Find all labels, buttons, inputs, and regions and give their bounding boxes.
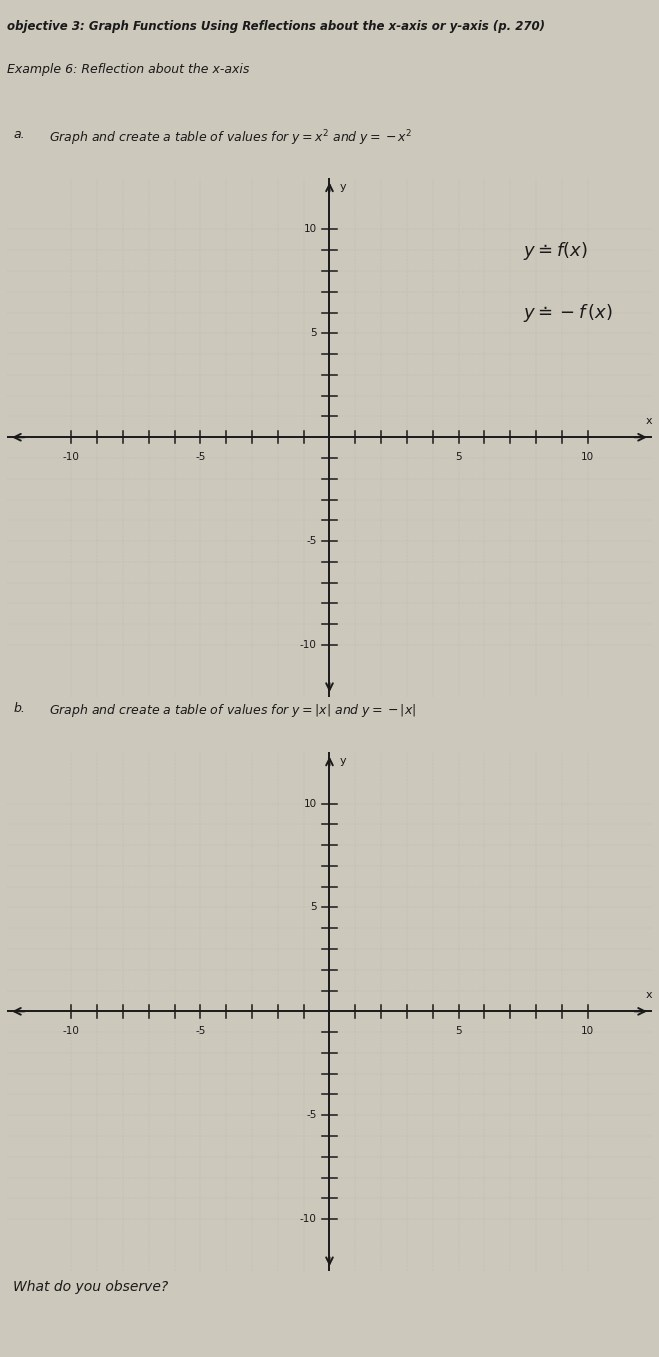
Text: -10: -10 [63, 1026, 80, 1035]
Text: x: x [645, 415, 652, 426]
Text: $y \doteq f(x)$: $y \doteq f(x)$ [523, 240, 588, 262]
Text: Graph and create a table of values for $y = x^2$ and $y = -x^2$: Graph and create a table of values for $… [49, 129, 412, 148]
Text: 5: 5 [455, 452, 462, 461]
Text: $y \doteq -f\,(x)$: $y \doteq -f\,(x)$ [523, 303, 613, 324]
Text: 10: 10 [581, 452, 594, 461]
Text: a.: a. [13, 129, 24, 141]
Text: y: y [340, 182, 347, 191]
Text: 5: 5 [310, 902, 316, 912]
Text: -10: -10 [63, 452, 80, 461]
Text: 10: 10 [581, 1026, 594, 1035]
Text: -5: -5 [306, 536, 316, 546]
Text: -10: -10 [300, 641, 316, 650]
Text: -5: -5 [195, 1026, 206, 1035]
Text: -5: -5 [195, 452, 206, 461]
Text: 5: 5 [310, 328, 316, 338]
Text: x: x [645, 989, 652, 1000]
Text: y: y [340, 756, 347, 765]
Text: What do you observe?: What do you observe? [13, 1280, 168, 1295]
Text: -5: -5 [306, 1110, 316, 1121]
Text: Graph and create a table of values for $y = |x|$ and $y = -|x|$: Graph and create a table of values for $… [49, 703, 416, 719]
Text: objective 3: Graph Functions Using Reflections about the x-axis or y-axis (p. 27: objective 3: Graph Functions Using Refle… [7, 20, 544, 34]
Text: Example 6: Reflection about the x-axis: Example 6: Reflection about the x-axis [7, 64, 249, 76]
Text: -10: -10 [300, 1215, 316, 1224]
Text: 10: 10 [303, 224, 316, 235]
Text: 5: 5 [455, 1026, 462, 1035]
Text: b.: b. [13, 703, 25, 715]
Text: 10: 10 [303, 798, 316, 809]
